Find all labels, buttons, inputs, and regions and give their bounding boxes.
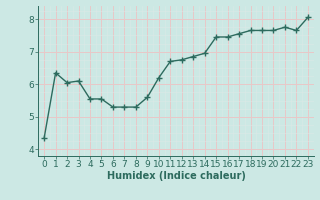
X-axis label: Humidex (Indice chaleur): Humidex (Indice chaleur) (107, 171, 245, 181)
